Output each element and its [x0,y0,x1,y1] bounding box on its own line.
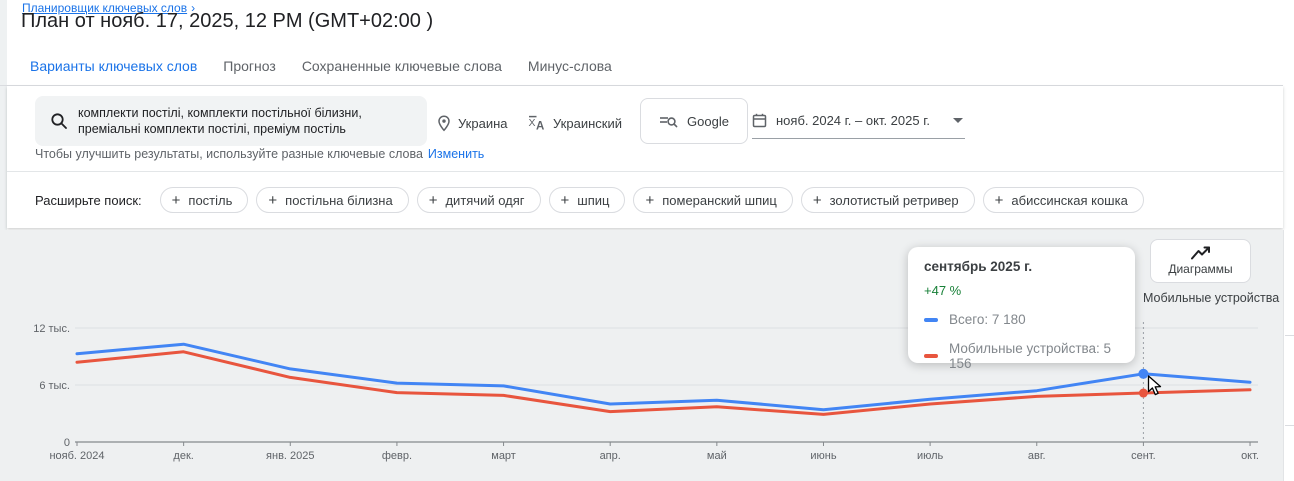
location-filter[interactable]: Украина [437,113,508,133]
tooltip-change: +47 % [924,283,962,298]
keyword-chip-1[interactable]: + постільна білизна [256,187,409,213]
series-line-0 [75,342,1252,412]
chip-label: золотистый ретривер [829,192,959,208]
helper-text: Чтобы улучшить результаты, используйте р… [35,147,485,161]
x-axis-label: февр. [382,450,412,462]
search-icon [50,112,68,130]
y-axis-label: 6 тыс. [39,380,70,392]
x-axis-label: март [491,450,516,462]
y-axis-label: 12 тыс. [33,323,70,335]
highlight-dot-0 [1138,368,1149,379]
hovered-series-label: Мобильные устройства [1143,291,1280,305]
series-dash-icon [924,317,938,322]
keyword-chip-5[interactable]: + золотистый ретривер [800,187,975,213]
keywords-value: комплекти постілі, комплекти постільної … [78,106,362,136]
tab-0[interactable]: Варианты ключевых слов [27,54,200,90]
tooltip-row-1: Мобильные устройства: 5 156 [924,341,1119,371]
chip-label: постільна білизна [285,192,393,208]
x-axis-label: апр. [600,450,621,462]
highlight-dot-1 [1138,388,1148,398]
x-axis-label: июль [917,450,944,462]
plus-icon: + [428,191,438,209]
date-range-value: нояб. 2024 г. – окт. 2025 г. [776,112,930,128]
chip-label: померанский шпиц [662,192,777,208]
charts-button-label: Диаграммы [1168,262,1233,276]
series-dash-icon [924,354,938,358]
tab-2[interactable]: Сохраненные ключевые слова [301,58,502,74]
plus-icon: + [171,191,181,209]
calendar-icon [752,113,767,128]
page-title: План от нояб. 17, 2025, 12 PM (GMT+02:00… [21,10,434,32]
keyword-chip-list: + постіль + постільна білизна + дитячий одяг +… [159,187,1152,213]
keyword-chip-3[interactable]: + шпиц [548,187,626,213]
breadcrumb-link[interactable]: Планировщик ключевых слов [22,1,188,15]
x-axis-label: окт. [1241,450,1259,462]
x-axis-label: июнь [810,450,836,462]
tab-1[interactable]: Прогноз [223,58,276,74]
expand-search-label: Расширьте поиск: [35,192,142,208]
svg-text:A: A [536,121,544,132]
tooltip-row-label: Всего: 7 180 [949,312,1026,327]
location-value: Украина [458,115,508,131]
x-axis-label: май [707,450,727,462]
keywords-input[interactable]: комплекти постілі, комплекти постільної … [35,96,427,146]
language-value: Украинский [553,115,622,131]
tab-3[interactable]: Минус-слова [527,58,612,74]
plus-icon: + [268,191,278,209]
right-panel-edge [1283,230,1294,481]
chip-label: постіль [188,192,233,208]
chevron-down-icon [952,117,963,123]
plus-icon: + [645,191,655,209]
breadcrumb-chevron-icon: › [191,1,196,15]
plus-icon: + [560,191,570,209]
keyword-chip-6[interactable]: + абиссинская кошка [982,187,1144,213]
y-axis-label: 0 [64,437,70,449]
keyword-chip-4[interactable]: + померанский шпиц [633,187,793,213]
plus-icon: + [812,191,822,209]
chart-tooltip: сентябрь 2025 г. +47 % Всего: 7 180 Мобил… [908,247,1135,371]
card-divider [7,171,1283,172]
tooltip-title: сентябрь 2025 г. [924,259,1033,274]
location-pin-icon [437,114,451,132]
network-value: Google [687,113,729,129]
network-icon [659,113,678,130]
x-axis-label: нояб. 2024 [49,450,104,462]
chip-label: дитячий одяг [445,192,525,208]
tabs-divider [0,85,1283,86]
x-axis-label: сент. [1131,450,1156,462]
x-axis-label: авг. [1028,450,1046,462]
date-range-filter[interactable]: нояб. 2024 г. – окт. 2025 г. [752,104,965,139]
series-line-1 [75,350,1252,416]
chip-label: абиссинская кошка [1011,192,1128,208]
network-filter[interactable]: Google [640,98,748,144]
keyword-chip-2[interactable]: + дитячий одяг [416,187,541,213]
chip-label: шпиц [577,192,610,208]
svg-text:X: X [529,117,536,129]
plus-icon: + [994,191,1004,209]
expand-search-row: Расширьте поиск: + постіль + постільна біли… [35,172,1152,228]
breadcrumb[interactable]: Планировщик ключевых слов › [22,1,195,15]
trend-chart-svg: 0 6 тыс. 12 тыс. нояб. 2024 дек. янв. 2025 фев… [33,322,1259,462]
x-axis-label: дек. [173,450,193,462]
x-axis-label: янв. 2025 [266,450,314,462]
tab-bar: Варианты ключевых слов Прогноз Сохраненные… [27,54,612,90]
mouse-cursor [1147,375,1162,396]
charts-button[interactable]: Диаграммы [1150,239,1251,283]
search-card: комплекти постілі, комплекти постільної … [7,86,1283,228]
tooltip-row-0: Всего: 7 180 [924,312,1119,327]
keyword-chip-0[interactable]: + постіль [159,187,249,213]
tooltip-row-label: Мобильные устройства: 5 156 [949,341,1112,371]
chart-line-icon [1190,246,1212,261]
tooltip-rows: Всего: 7 180 Мобильные устройства: 5 156 [924,312,1119,371]
edit-keywords-link[interactable]: Изменить [427,147,485,161]
